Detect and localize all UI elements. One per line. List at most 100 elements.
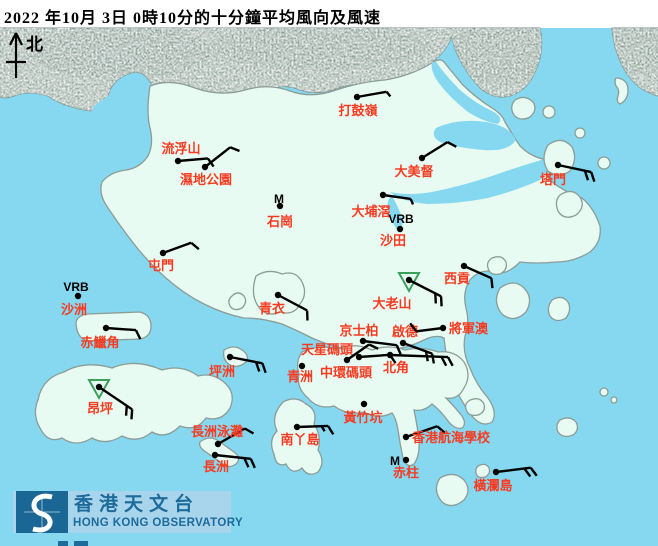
station-dot: [405, 276, 413, 284]
station-name-label: 沙洲: [61, 302, 87, 317]
wind-barb-staff: [177, 157, 208, 163]
station-dot: [402, 433, 410, 441]
station-wong-chuk-hang: 黃竹坑: [342, 400, 383, 425]
wind-barb-feather: [583, 170, 590, 181]
station-marker-m: M: [390, 454, 400, 468]
clipped-text-fragment: [58, 541, 88, 546]
wind-barb-staff: [346, 343, 370, 361]
station-dot: [418, 154, 426, 162]
wind-barb-staff: [277, 293, 308, 312]
station-peng-chau: 坪洲: [209, 353, 267, 379]
wind-barb-feather: [254, 361, 261, 372]
station-name-label: 橫瀾島: [473, 478, 512, 493]
station-kai-tak: 啟德: [392, 324, 436, 364]
stations-layer: 打鼓嶺流浮山濕地公園M石崗大美督塔門大埔滘VRB沙田屯門VRB沙洲赤鱲角青衣西貢…: [61, 90, 596, 493]
wind-barb-staff: [382, 193, 411, 201]
wind-barb-feather: [244, 427, 255, 435]
wind-barb-staff: [358, 353, 391, 359]
station-star-ferry-pier: 天星碼頭: [301, 342, 397, 364]
wind-barb-feather: [490, 278, 494, 289]
wind-barb-feather: [124, 405, 128, 416]
station-dot: [293, 423, 301, 431]
wind-barb-feather: [590, 171, 596, 182]
station-central-pier: 中環碼頭: [320, 343, 379, 380]
hko-logo: 香港天文台 HONG KONG OBSERVATORY: [13, 491, 243, 533]
station-chek-lap-kok: 赤鱲角: [80, 324, 142, 350]
station-tap-mun: 塔門: [540, 161, 596, 187]
station-dot: [360, 400, 368, 408]
station-dot: [460, 262, 468, 270]
station-dot: [74, 292, 82, 300]
title-bar: 2022 年10月 3日 0時10分的十分鐘平均風向及風速: [0, 0, 658, 28]
wind-barb-feather: [434, 293, 438, 304]
station-name-label: 香港航海學校: [411, 430, 491, 445]
station-name-label: 京士柏: [339, 323, 378, 338]
station-dot: [386, 351, 394, 359]
station-dot: [359, 337, 367, 345]
station-kings-park: 京士柏: [339, 323, 402, 355]
station-dot: [355, 353, 363, 361]
station-sha-chau: VRB 沙洲: [61, 280, 89, 317]
station-name-label: 石崗: [266, 214, 293, 229]
station-tuen-mun: 屯門: [148, 241, 200, 273]
station-name-label: 中環碼頭: [320, 365, 373, 380]
wind-barb-feather: [529, 467, 538, 477]
station-dot: [399, 339, 407, 347]
wind-barb-feather: [368, 343, 379, 350]
station-cheung-chau: 長洲: [203, 451, 256, 474]
wind-barb-feather: [436, 425, 446, 434]
wind-barb-feather: [130, 409, 134, 420]
wind-barb-feather: [190, 241, 200, 251]
station-dot: [201, 163, 209, 171]
wind-barb-staff: [463, 264, 492, 280]
station-tsing-yi: 青衣: [259, 291, 309, 321]
north-arrow: [6, 32, 26, 78]
wind-barb-feather: [409, 198, 415, 205]
wind-barb-feather: [229, 146, 240, 153]
wind-barb-feather: [320, 425, 326, 432]
station-dot: [439, 324, 447, 332]
wind-barb-staff: [416, 326, 444, 333]
station-name-label: 沙田: [380, 233, 406, 248]
wind-barb-feather: [439, 296, 443, 307]
station-green-island: 青洲: [287, 362, 313, 384]
station-ngong-ping: 昂坪: [87, 379, 134, 420]
wind-barb-feather: [395, 344, 402, 355]
station-name-label: 大埔滘: [351, 204, 390, 219]
wind-barb-staff: [162, 241, 192, 255]
station-name-label: 黃竹坑: [342, 410, 382, 425]
station-name-label: 昂坪: [87, 401, 113, 416]
station-dot: [214, 440, 222, 448]
station-name-label: 將軍澳: [449, 321, 489, 336]
station-name-label: 大美督: [394, 164, 433, 179]
wind-barb-staff: [98, 386, 133, 411]
wind-barb-feather: [243, 457, 250, 468]
station-name-label: 長洲: [203, 459, 229, 474]
station-marker-m: M: [274, 192, 284, 206]
wind-barb-feather: [249, 458, 256, 469]
wind-barb-feather: [430, 353, 436, 364]
station-dot: [174, 157, 182, 165]
station-dot: [402, 456, 410, 464]
wind-barb-staff: [296, 424, 329, 429]
station-sai-kung: 西貢: [444, 262, 494, 289]
wind-barb-feather: [446, 356, 454, 367]
station-shek-kong: M 石崗: [266, 192, 293, 229]
station-name-label: 青衣: [259, 301, 285, 316]
wind-barb-staff: [405, 425, 438, 439]
station-name-label: 西貢: [444, 271, 470, 286]
wind-barb-staff: [356, 90, 387, 99]
station-dot: [226, 353, 234, 361]
station-dot: [298, 362, 306, 370]
station-name-label: 坪洲: [209, 364, 235, 379]
station-marker-vrb: VRB: [388, 212, 414, 226]
station-name-label: 赤鱲角: [80, 335, 119, 350]
station-name-label: 打鼓嶺: [338, 103, 377, 118]
station-waglan-island: 橫瀾島: [473, 466, 538, 493]
wind-barb-feather: [385, 91, 392, 98]
station-dot: [95, 383, 103, 391]
station-ta-kwu-ling: 打鼓嶺: [338, 90, 392, 118]
station-name-label: 赤柱: [393, 465, 419, 480]
station-stanley: M赤柱: [390, 454, 419, 480]
